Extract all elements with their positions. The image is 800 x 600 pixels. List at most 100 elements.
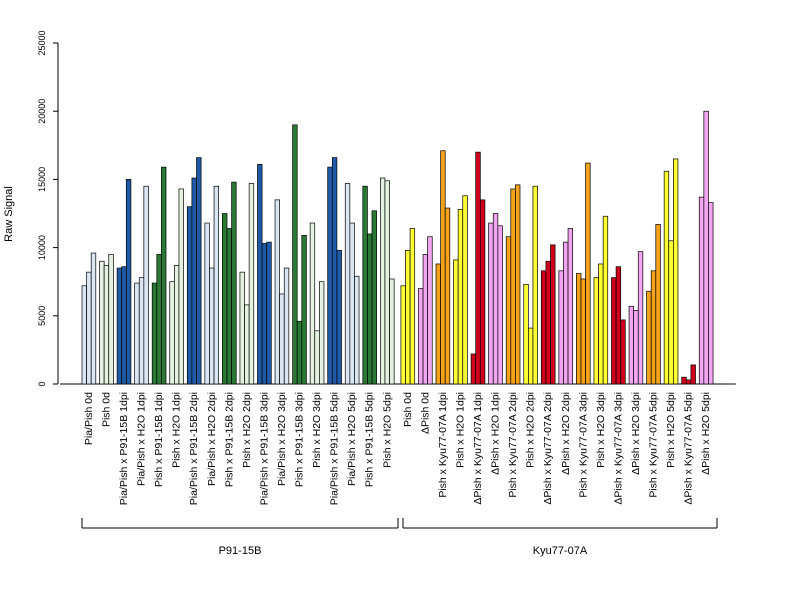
bar [422, 254, 428, 385]
bar [204, 222, 210, 385]
y-tick-label: 25000 [37, 30, 47, 55]
x-tick-label: ΔPish x Kyu77-07A 1dpi [472, 392, 484, 505]
bar [292, 124, 298, 385]
bar [479, 199, 486, 385]
x-tick-label: Pish x H2O 5dpi [381, 392, 393, 468]
bar [492, 213, 499, 385]
bar [598, 263, 604, 385]
bar [497, 225, 503, 385]
bar [567, 228, 573, 385]
bar [523, 284, 529, 385]
bar [354, 275, 360, 385]
bar [440, 150, 446, 385]
bar [620, 319, 626, 385]
bar [362, 185, 368, 385]
bar [532, 185, 538, 385]
bar [663, 170, 670, 385]
bar [593, 277, 599, 385]
bar [563, 241, 569, 385]
bar [331, 157, 338, 385]
bar [261, 243, 268, 385]
bar [681, 376, 687, 385]
x-tick-label: Pia/Pish x P91-15B 5dpi [329, 392, 341, 505]
x-tick-label: Pish x Kyu77-07A 2dpi [507, 392, 519, 498]
y-tick-label: 20000 [37, 99, 47, 124]
y-tick-label: 5000 [37, 306, 47, 326]
bars [81, 110, 714, 385]
group-brackets: P91-15B Kyu77-07A [81, 518, 718, 557]
x-tick-label: Pish x H2O 2dpi [525, 392, 537, 468]
bar [134, 282, 140, 385]
bar [125, 179, 132, 385]
x-tick-label: Pish x Kyu77-07A 1dpi [437, 392, 449, 498]
bar [611, 277, 617, 385]
bar [143, 185, 149, 385]
bar [558, 270, 564, 385]
bar [344, 183, 351, 385]
x-tick-label: ΔPish x H2O 3dpi [630, 392, 642, 475]
bar [81, 285, 87, 385]
bar [231, 181, 237, 385]
x-tick-label: Pia/Pish x P91-15B 3dpi [258, 392, 270, 505]
bar [418, 288, 424, 385]
bar [186, 206, 193, 385]
bar [116, 267, 123, 385]
x-tick-label: Pish x P91-15B 5dpi [364, 392, 376, 487]
y-tick-label: 0 [37, 381, 47, 386]
bar [650, 270, 657, 385]
bar [668, 240, 674, 385]
bar [336, 249, 342, 385]
y-tick-label: 10000 [37, 235, 47, 260]
bar [174, 264, 180, 385]
bar [301, 234, 307, 385]
bar [510, 188, 516, 385]
bar [108, 254, 114, 385]
bar [488, 222, 494, 385]
x-tick-label: ΔPish x Kyu77-07A 5dpi [683, 392, 695, 505]
x-tick-label: Pia/Pish x P91-15B 1dpi [118, 392, 130, 505]
x-tick-label: Pish x H2O 1dpi [454, 392, 466, 468]
bar [615, 266, 622, 385]
bar [196, 157, 202, 385]
bar [545, 260, 551, 385]
x-tick-labels: Pia/Pish 0d Pish 0d Pia/Pish x P91-15B 1dp… [83, 392, 712, 505]
bar [191, 177, 197, 385]
bar [309, 222, 316, 385]
bar [462, 195, 468, 385]
bar [319, 281, 325, 385]
bar [239, 271, 245, 385]
bar [279, 293, 285, 385]
bar [99, 260, 105, 385]
x-tick-label: Pia/Pish x H2O 1dpi [136, 392, 148, 486]
bar [505, 236, 512, 385]
bar [209, 267, 215, 385]
bar [283, 267, 290, 385]
bar [475, 151, 481, 385]
bar [90, 252, 97, 385]
bar [655, 224, 661, 385]
bar [527, 327, 534, 385]
bar [213, 185, 220, 385]
bar [367, 233, 373, 385]
x-tick-label: Pish x H2O 3dpi [311, 392, 323, 468]
bar [672, 158, 679, 385]
x-tick-label: Pia/Pish 0d [83, 392, 95, 445]
bar [550, 244, 556, 385]
y-tick-label: 15000 [37, 167, 47, 192]
bar [602, 215, 609, 385]
x-tick-label: Pish x H2O 3dpi [595, 392, 607, 468]
x-tick-label: Pish x P91-15B 2dpi [223, 392, 235, 487]
bar [435, 263, 441, 385]
bar [703, 110, 709, 385]
bar [121, 266, 127, 385]
bar [86, 271, 92, 385]
x-tick-label: Pish x H2O 1dpi [171, 392, 183, 468]
bar [169, 281, 175, 385]
bar [389, 278, 395, 385]
bar [453, 259, 459, 385]
x-tick-label: Pia/Pish x H2O 2dpi [206, 392, 218, 486]
x-tick-label: Pish x H2O 5dpi [665, 392, 677, 468]
x-tick-label: Pish x Kyu77-07A 3dpi [577, 392, 589, 498]
bar [515, 184, 521, 385]
